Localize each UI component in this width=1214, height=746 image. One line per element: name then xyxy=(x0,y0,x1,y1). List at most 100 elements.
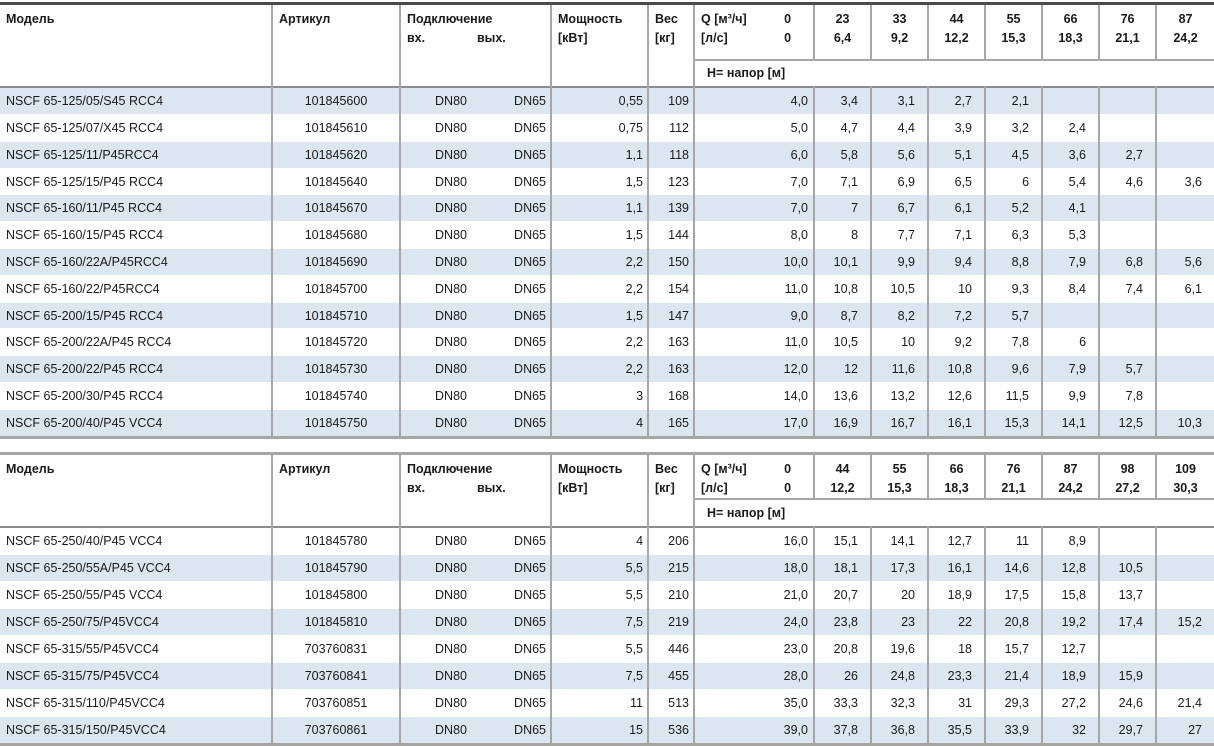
table-body: NSCF 65-250/40/P45 VCC4 101845780 DN80 DN65… xyxy=(0,527,1214,745)
head-value-cell: 5,8 xyxy=(814,141,873,169)
flow-ls-value: 30,3 xyxy=(1173,481,1198,496)
head-value-cell: 6,9 xyxy=(871,168,930,195)
head-value-cell: 8,9 xyxy=(1042,527,1101,555)
model-cell: NSCF 65-125/15/P45 RCC4 xyxy=(0,168,273,195)
table-row: NSCF 65-160/22A/P45RCC4 101845690 DN80 DN65… xyxy=(0,248,1214,276)
flow-m3-value: 87 xyxy=(1063,461,1078,476)
head-value-cell: 10,8 xyxy=(928,355,987,383)
inlet-cell: DN80 xyxy=(435,147,467,162)
head-value-cell: 6 xyxy=(985,168,1044,195)
flow-ls-value: 9,2 xyxy=(890,31,909,46)
head-value-cell: 19,2 xyxy=(1042,608,1101,636)
weight-cell: 163 xyxy=(648,355,696,383)
head-value-cell: 7,0 xyxy=(694,168,816,195)
head-value-cell: 12,6 xyxy=(928,382,987,410)
outlet-cell: DN65 xyxy=(475,141,553,169)
table-row: NSCF 65-315/55/P45VCC4 703760831 DN80 DN65 5… xyxy=(0,635,1214,663)
outlet-cell: DN65 xyxy=(475,275,553,303)
head-value-cell: 8,4 xyxy=(1042,275,1101,303)
flow-col-header: 76 21,1 xyxy=(985,453,1044,500)
head-value-cell: 10,8 xyxy=(814,275,873,303)
head-value-cell: 4,5 xyxy=(985,141,1044,169)
head-value-cell: 7,9 xyxy=(1042,355,1101,383)
head-value-cell: 13,7 xyxy=(1099,581,1158,609)
head-value-cell: 8,2 xyxy=(871,302,930,329)
table-row: NSCF 65-200/40/P45 VCC4 101845750 DN80 DN65… xyxy=(0,409,1214,438)
table-row: NSCF 65-250/40/P45 VCC4 101845780 DN80 DN65… xyxy=(0,527,1214,555)
head-value-cell: 10 xyxy=(871,328,930,356)
col-header-connection: Подключение вх. вых. xyxy=(400,453,553,528)
head-value-cell: 7 xyxy=(814,194,873,222)
inlet-cell: DN80 xyxy=(435,415,467,430)
model-cell: NSCF 65-250/55/P45 VCC4 xyxy=(0,581,273,609)
head-value-cell: 14,6 xyxy=(985,554,1044,582)
head-value-cell: 10,5 xyxy=(1099,554,1158,582)
head-value-cell: 21,4 xyxy=(985,662,1044,690)
head-value-cell: 16,0 xyxy=(694,527,816,555)
head-value-cell: 24,0 xyxy=(694,608,816,636)
model-cell: NSCF 65-200/22/P45 RCC4 xyxy=(0,355,273,383)
head-value-cell: 12,7 xyxy=(1042,635,1101,663)
inlet-cell: DN80 xyxy=(435,228,467,243)
article-cell: 101845710 xyxy=(272,302,401,329)
table-row: NSCF 65-160/22/P45RCC4 101845700 DN80 DN65 2… xyxy=(0,275,1214,303)
table-row: NSCF 65-125/05/S45 RCC4 101845600 DN80 DN65… xyxy=(0,87,1214,115)
flow-m3-value: 76 xyxy=(1006,461,1021,476)
weight-cell: 163 xyxy=(648,328,696,356)
head-row-label: Н= напор [м] xyxy=(694,58,1214,88)
flow-col-header: 87 24,2 xyxy=(1156,4,1214,60)
power-cell: 0,55 xyxy=(551,87,650,115)
power-cell: 0,75 xyxy=(551,114,650,142)
weight-cell: 446 xyxy=(648,635,696,663)
table-row: NSCF 65-250/55A/P45 VCC4 101845790 DN80 DN6… xyxy=(0,554,1214,582)
head-value-cell: 15,3 xyxy=(985,409,1044,438)
model-cell: NSCF 65-250/40/P45 VCC4 xyxy=(0,527,273,555)
col-header-model: Модель xyxy=(0,453,273,528)
head-value-cell: 4,0 xyxy=(694,87,816,115)
head-value-cell: 9,0 xyxy=(694,302,816,329)
inlet-cell: DN80 xyxy=(435,120,467,135)
weight-cell: 118 xyxy=(648,141,696,169)
head-value-cell: 10 xyxy=(928,275,987,303)
outlet-label: вых. xyxy=(477,481,506,496)
table-row: NSCF 65-250/75/P45VCC4 101845810 DN80 DN65 7… xyxy=(0,608,1214,636)
head-value-cell: 11,6 xyxy=(871,355,930,383)
head-value-cell: 4,1 xyxy=(1042,194,1101,222)
head-value-cell: 6,1 xyxy=(1184,281,1203,296)
flow-m3-value: 87 xyxy=(1178,12,1193,26)
flow-m3-value: 23 xyxy=(835,12,850,26)
head-value-cell: 14,0 xyxy=(694,382,816,410)
inlet-cell: DN80 xyxy=(435,534,467,549)
head-value-cell xyxy=(1156,115,1214,142)
power-cell: 7,5 xyxy=(551,662,650,690)
head-value-cell: 16,7 xyxy=(871,409,930,438)
inlet-cell: DN80 xyxy=(435,335,467,350)
flow-col-header: 44 12,2 xyxy=(814,453,873,500)
head-value-cell xyxy=(1099,328,1158,356)
head-value-cell xyxy=(1156,302,1214,329)
outlet-cell: DN65 xyxy=(475,248,553,276)
head-value-cell: 6,1 xyxy=(928,194,987,222)
head-value-cell: 18,9 xyxy=(928,581,987,609)
table-row: NSCF 65-200/22A/P45 RCC4 101845720 DN80 DN6… xyxy=(0,328,1214,356)
head-value-cell: 3,1 xyxy=(871,87,930,115)
model-cell: NSCF 65-160/22/P45RCC4 xyxy=(0,275,273,303)
head-value-cell xyxy=(1099,114,1158,142)
flow-ls-value: 27,2 xyxy=(1115,481,1140,496)
head-value-cell: 29,7 xyxy=(1099,716,1158,745)
head-value-cell: 29,3 xyxy=(985,689,1044,717)
head-value-cell xyxy=(1156,582,1214,609)
table-row: NSCF 65-125/15/P45 RCC4 101845640 DN80 DN65… xyxy=(0,168,1214,195)
head-value-cell: 15,9 xyxy=(1099,662,1158,690)
article-cell: 703760851 xyxy=(272,689,401,717)
article-cell: 101845600 xyxy=(272,87,401,115)
head-value-cell: 3,4 xyxy=(814,87,873,115)
weight-cell: 215 xyxy=(648,554,696,582)
head-value-cell: 23,8 xyxy=(814,608,873,636)
head-value-cell: 11,0 xyxy=(694,275,816,303)
head-value-cell: 5,4 xyxy=(1042,168,1101,195)
head-value-cell: 6,7 xyxy=(871,194,930,222)
head-value-cell: 10,5 xyxy=(871,275,930,303)
table-row: NSCF 65-200/22/P45 RCC4 101845730 DN80 DN65… xyxy=(0,355,1214,383)
weight-cell: 513 xyxy=(648,689,696,717)
